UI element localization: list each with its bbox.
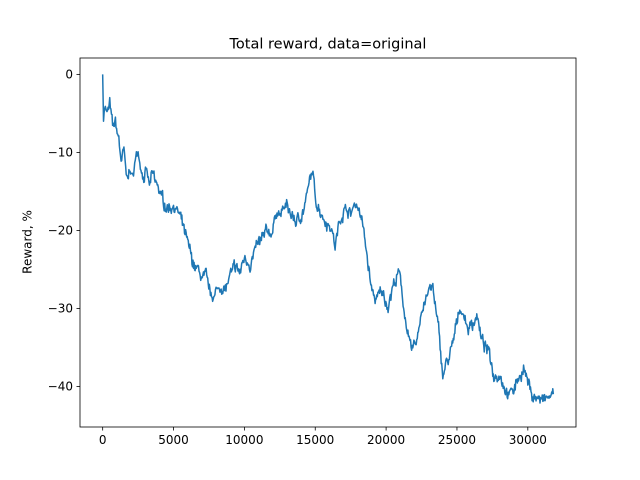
axes-frame bbox=[79, 57, 577, 428]
chart-title: Total reward, data=original bbox=[229, 37, 427, 53]
x-tick-label: 0 bbox=[99, 433, 107, 447]
y-tick-label: −20 bbox=[48, 224, 73, 238]
x-tick-label: 15000 bbox=[296, 433, 334, 447]
x-tick-label: 5000 bbox=[158, 433, 189, 447]
y-tick-label: −40 bbox=[48, 380, 73, 394]
x-tick-label: 10000 bbox=[225, 433, 263, 447]
series-line-0 bbox=[101, 74, 555, 404]
y-tick-label: −10 bbox=[48, 146, 73, 160]
x-tick-label: 25000 bbox=[438, 433, 476, 447]
y-tick-label: 0 bbox=[65, 68, 73, 82]
plot-area bbox=[101, 74, 555, 404]
y-axis-label: Reward, % bbox=[21, 210, 35, 274]
y-tick-label: −30 bbox=[48, 302, 73, 316]
x-tick-label: 30000 bbox=[509, 433, 547, 447]
x-tick-label: 20000 bbox=[367, 433, 405, 447]
axes: 0 5000 10000 15000 20000 25000 30000 0 −10 −20 −30… bbox=[48, 57, 577, 447]
